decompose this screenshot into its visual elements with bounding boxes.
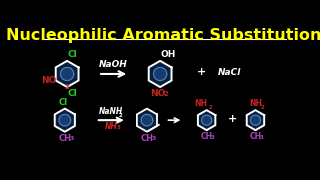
Text: 3: 3 xyxy=(117,125,121,130)
Text: 3: 3 xyxy=(69,136,74,141)
Polygon shape xyxy=(59,114,71,126)
Text: NO: NO xyxy=(41,76,56,85)
Polygon shape xyxy=(154,68,167,80)
Polygon shape xyxy=(247,110,264,130)
Text: Cl: Cl xyxy=(59,98,68,107)
Text: CH: CH xyxy=(58,134,71,143)
Polygon shape xyxy=(198,110,215,130)
Polygon shape xyxy=(141,114,153,126)
Text: 3: 3 xyxy=(152,136,156,141)
Text: NaNH: NaNH xyxy=(99,107,124,116)
Polygon shape xyxy=(202,115,212,125)
Text: OH: OH xyxy=(161,50,176,59)
Text: 3: 3 xyxy=(259,135,263,140)
Text: CH: CH xyxy=(249,132,261,141)
Text: Nucleophilic Aromatic Substitution: Nucleophilic Aromatic Substitution xyxy=(6,28,320,43)
Polygon shape xyxy=(60,68,74,80)
Text: 2: 2 xyxy=(209,105,213,110)
Text: CH: CH xyxy=(140,134,154,143)
Text: NaCl: NaCl xyxy=(218,68,242,77)
Text: NH: NH xyxy=(194,99,207,108)
Text: 2: 2 xyxy=(64,84,69,90)
Polygon shape xyxy=(55,109,75,132)
Polygon shape xyxy=(149,61,172,87)
Text: 3: 3 xyxy=(211,135,214,140)
Text: CH: CH xyxy=(201,132,213,141)
Text: NH: NH xyxy=(249,99,262,108)
Polygon shape xyxy=(56,61,78,87)
Polygon shape xyxy=(137,109,157,132)
Text: 2: 2 xyxy=(261,105,265,110)
Polygon shape xyxy=(251,115,260,125)
Text: NaOH: NaOH xyxy=(99,60,128,69)
Text: 2: 2 xyxy=(164,91,169,97)
Text: NO: NO xyxy=(150,89,165,98)
Text: 2: 2 xyxy=(118,113,122,118)
Text: +: + xyxy=(228,114,237,124)
Text: Cl: Cl xyxy=(68,89,78,98)
Text: NH: NH xyxy=(105,122,118,131)
Text: +: + xyxy=(196,68,206,77)
Text: Cl: Cl xyxy=(68,50,78,59)
